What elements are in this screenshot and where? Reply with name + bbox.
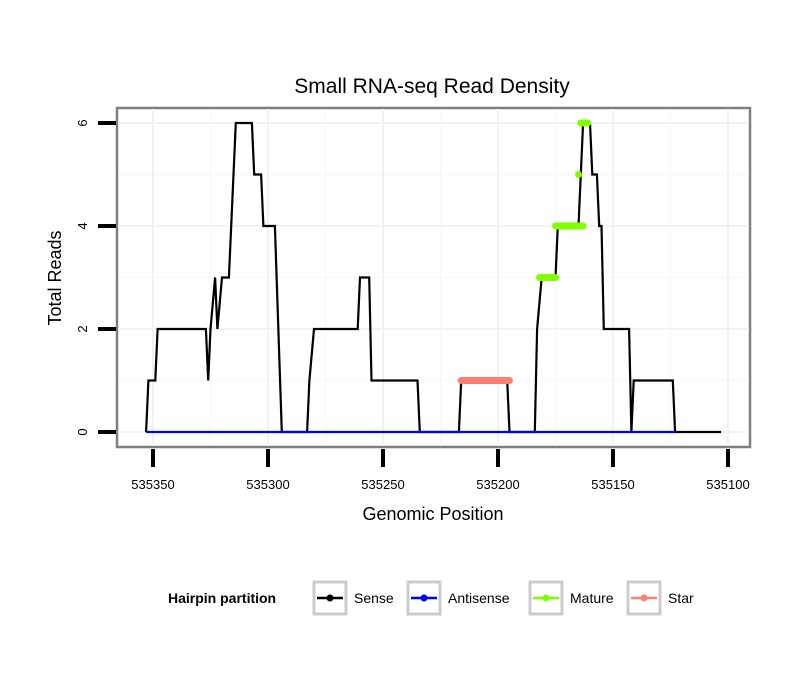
legend-item-star: Star: [626, 580, 694, 616]
series-layer: [145, 119, 722, 434]
y-axis-title: Total Reads: [45, 230, 65, 325]
legend-title: Hairpin partition: [168, 590, 276, 606]
y-tick-label: 2: [75, 325, 90, 332]
legend-label: Sense: [354, 590, 394, 606]
x-tick-label: 535350: [131, 477, 174, 492]
legend-key-point: [640, 594, 648, 602]
x-tick-label: 535150: [591, 477, 634, 492]
legend-item-antisense: Antisense: [406, 580, 510, 616]
legend-label: Antisense: [448, 590, 510, 606]
x-axis: 535350 535300 535250 535200 535150 535100: [131, 449, 750, 492]
x-axis-title: Genomic Position: [362, 504, 503, 524]
y-axis: 0 2 4 6: [75, 119, 116, 436]
x-tick-label: 535300: [246, 477, 289, 492]
series-line-sense: [145, 121, 722, 434]
y-tick-label: 4: [75, 222, 90, 229]
x-tick-label: 535100: [706, 477, 749, 492]
legend-label: Mature: [570, 590, 614, 606]
legend-label: Star: [668, 590, 694, 606]
legend-item-sense: Sense: [312, 580, 394, 616]
chart-title: Small RNA-seq Read Density: [294, 75, 570, 98]
y-tick-label: 0: [75, 428, 90, 435]
x-tick-label: 535250: [361, 477, 404, 492]
legend-item-mature: Mature: [528, 580, 614, 616]
legend-key-point: [542, 594, 550, 602]
legend: Hairpin partition Sense Antisense Mature St…: [168, 580, 694, 616]
legend-key-point: [420, 594, 428, 602]
x-tick-label: 535200: [476, 477, 519, 492]
legend-key-point: [326, 594, 334, 602]
y-tick-label: 6: [75, 119, 90, 126]
